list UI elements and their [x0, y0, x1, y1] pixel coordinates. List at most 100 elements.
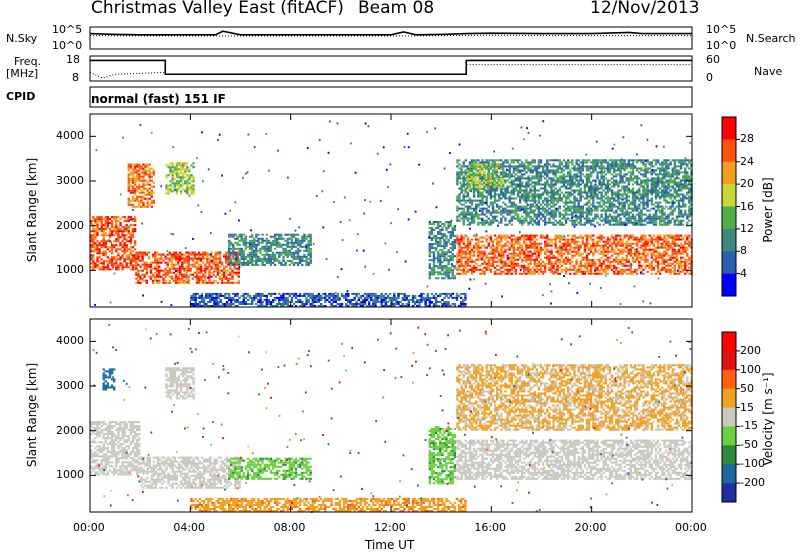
power-cell-8	[546, 199, 549, 202]
power-cell-0	[108, 234, 112, 237]
power-cell-7	[470, 238, 474, 241]
power-cell-7	[506, 264, 509, 267]
power-cell-7	[684, 266, 687, 269]
power-cell-8	[531, 169, 534, 172]
power-cell-4	[263, 259, 266, 262]
power-cell-0	[96, 250, 99, 253]
power-cell-7	[688, 236, 691, 239]
power-cell-0	[117, 232, 120, 235]
power-cell-7	[506, 272, 509, 275]
power-cell-6	[432, 255, 436, 258]
power-cell-5	[209, 292, 212, 295]
power-cell-4	[244, 247, 248, 250]
power-cell-5	[223, 292, 227, 295]
power-cell-3	[214, 251, 217, 254]
power-cell-8	[533, 191, 536, 194]
power-cell-7	[621, 272, 624, 275]
power-cell-7	[669, 242, 672, 245]
power-cell-7	[677, 266, 681, 269]
power-cell-8	[506, 205, 509, 208]
power-cell-7	[516, 252, 520, 255]
power-cell-7	[508, 272, 511, 275]
power-cell-7	[659, 238, 662, 241]
power-cell-6	[443, 259, 446, 262]
power-cell-0	[102, 268, 105, 271]
power-cell-5	[357, 296, 360, 299]
power-cell-8	[527, 169, 530, 172]
power-cell-5	[309, 296, 312, 299]
power-cell-7	[596, 250, 599, 253]
power-cell-4	[253, 239, 256, 242]
power-cell-6	[430, 223, 434, 225]
power-cell-8	[537, 211, 541, 214]
power-cell-8	[506, 191, 509, 194]
power-cell-0	[133, 240, 137, 243]
power-cell-7	[537, 252, 541, 255]
power-cell-8	[504, 165, 507, 168]
power-cell-2	[179, 180, 183, 183]
power-cell-2	[165, 184, 168, 187]
power-cell-8	[552, 191, 555, 194]
power-cell-7	[671, 240, 674, 243]
power-cell-1	[140, 175, 143, 178]
power-cell-3	[179, 255, 182, 258]
power-cell-7	[537, 260, 541, 263]
power-cell-5	[328, 296, 331, 299]
power-cell-7	[610, 234, 614, 237]
power-cell-8	[523, 207, 526, 210]
power-cell-7	[594, 248, 597, 251]
power-cell-7	[604, 258, 607, 261]
power-cell-5	[217, 305, 220, 307]
power-cell-6	[428, 243, 431, 246]
power-cell-8	[483, 213, 486, 216]
power-cell-2	[165, 174, 168, 177]
power-cell-4	[271, 255, 275, 258]
power-cell-4	[240, 255, 243, 258]
power-cell-7	[613, 266, 616, 269]
power-cell-4	[228, 243, 231, 246]
power-cell-6	[453, 247, 457, 250]
power-cell-4	[294, 245, 298, 248]
power-cell-4	[242, 261, 245, 264]
power-cell-8	[504, 181, 507, 184]
power-cell-5	[386, 296, 390, 299]
power-cell-6	[439, 241, 442, 244]
power-cell-7	[567, 250, 570, 253]
power-cell-7	[667, 234, 670, 237]
power-cell-7	[468, 252, 472, 255]
power-cell-7	[623, 264, 626, 267]
power-cell-2	[190, 184, 193, 187]
power-cell-8	[498, 211, 501, 214]
power-cell-5	[388, 305, 392, 307]
power-cell-8	[537, 209, 541, 212]
power-cell-7	[587, 242, 591, 245]
power-cell-7	[619, 262, 622, 265]
power-cell-4	[253, 255, 256, 258]
power-cell-4	[296, 233, 300, 236]
power-cell-8	[464, 195, 467, 198]
power-cell-4	[282, 263, 285, 266]
power-cell-3	[225, 257, 228, 260]
power-cell-6	[451, 253, 454, 256]
power-cell-3	[202, 275, 205, 278]
power-cell-3	[135, 265, 138, 268]
power-cell-5	[200, 296, 204, 299]
power-cell-3	[151, 253, 155, 256]
power-cell-7	[682, 244, 685, 247]
power-cell-4	[244, 239, 248, 242]
power-cell-5	[428, 299, 431, 301]
power-cell-7	[642, 272, 645, 275]
power-cell-3	[156, 279, 159, 282]
power-cell-6	[441, 251, 444, 254]
power-cell-3	[231, 277, 234, 280]
power-cell-7	[613, 264, 616, 267]
power-cell-1	[131, 203, 135, 206]
power-cell-8	[552, 199, 555, 202]
freq-panel-frame	[89, 55, 693, 82]
power-cell-0	[115, 218, 118, 221]
power-cell-8	[458, 207, 461, 210]
power-cell-5	[462, 299, 465, 301]
power-cell-7	[539, 266, 543, 269]
power-cell-1	[142, 167, 145, 170]
power-cell-7	[606, 242, 610, 245]
